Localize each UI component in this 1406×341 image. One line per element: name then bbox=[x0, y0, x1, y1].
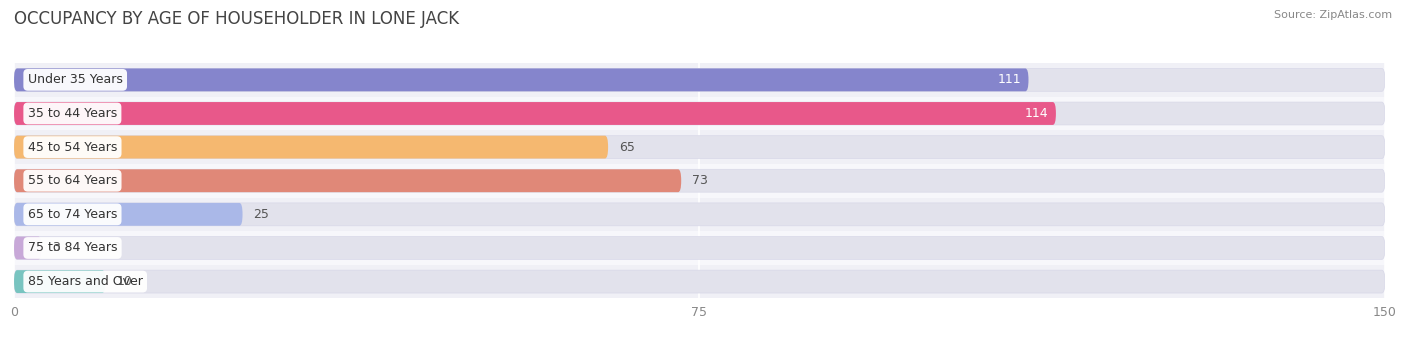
Text: 111: 111 bbox=[997, 73, 1021, 86]
Bar bbox=[14, 63, 1385, 97]
Text: 73: 73 bbox=[692, 174, 709, 187]
Text: 85 Years and Over: 85 Years and Over bbox=[28, 275, 142, 288]
Text: 25: 25 bbox=[253, 208, 270, 221]
Text: 75 to 84 Years: 75 to 84 Years bbox=[28, 241, 117, 254]
Text: 45 to 54 Years: 45 to 54 Years bbox=[28, 140, 117, 153]
Text: 10: 10 bbox=[117, 275, 132, 288]
FancyBboxPatch shape bbox=[14, 169, 682, 192]
Bar bbox=[14, 97, 1385, 130]
FancyBboxPatch shape bbox=[14, 270, 105, 293]
FancyBboxPatch shape bbox=[14, 270, 1385, 293]
Text: Under 35 Years: Under 35 Years bbox=[28, 73, 122, 86]
FancyBboxPatch shape bbox=[14, 102, 1385, 125]
FancyBboxPatch shape bbox=[14, 69, 1029, 91]
Bar bbox=[14, 265, 1385, 298]
FancyBboxPatch shape bbox=[14, 203, 1385, 226]
Text: 114: 114 bbox=[1025, 107, 1049, 120]
Text: 55 to 64 Years: 55 to 64 Years bbox=[28, 174, 117, 187]
Text: OCCUPANCY BY AGE OF HOUSEHOLDER IN LONE JACK: OCCUPANCY BY AGE OF HOUSEHOLDER IN LONE … bbox=[14, 10, 460, 28]
Text: 65: 65 bbox=[619, 140, 636, 153]
Bar bbox=[14, 130, 1385, 164]
Bar bbox=[14, 164, 1385, 197]
FancyBboxPatch shape bbox=[14, 136, 1385, 159]
FancyBboxPatch shape bbox=[14, 203, 243, 226]
FancyBboxPatch shape bbox=[14, 136, 609, 159]
FancyBboxPatch shape bbox=[14, 69, 1385, 91]
FancyBboxPatch shape bbox=[14, 102, 1056, 125]
Text: 3: 3 bbox=[52, 241, 60, 254]
Text: 35 to 44 Years: 35 to 44 Years bbox=[28, 107, 117, 120]
Text: Source: ZipAtlas.com: Source: ZipAtlas.com bbox=[1274, 10, 1392, 20]
Bar bbox=[14, 231, 1385, 265]
FancyBboxPatch shape bbox=[14, 169, 1385, 192]
FancyBboxPatch shape bbox=[14, 237, 42, 260]
Text: 65 to 74 Years: 65 to 74 Years bbox=[28, 208, 117, 221]
Bar bbox=[14, 197, 1385, 231]
FancyBboxPatch shape bbox=[14, 237, 1385, 260]
